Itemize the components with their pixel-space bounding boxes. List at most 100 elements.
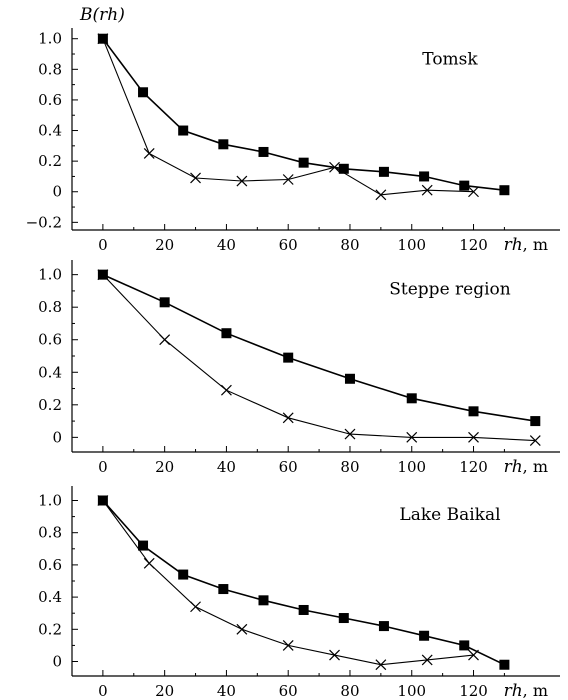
x-tick-label: 40: [217, 458, 236, 476]
panel-3: 1.0 0.8 0.6 0.4 0.2 0 0 20 40 60 80 100 120 rh, m Lake…: [38, 486, 560, 700]
data-point-cross: [468, 186, 479, 198]
data-point-square: [459, 640, 470, 651]
y-tick-label: 0: [52, 183, 62, 201]
x-tick-label: 0: [98, 236, 108, 254]
data-point-square: [344, 373, 355, 384]
y-axis-label: B(rh): [79, 5, 125, 25]
data-point-cross: [329, 649, 340, 661]
panel-title: Lake Baikal: [399, 505, 500, 525]
data-point-square: [419, 630, 430, 641]
data-point-cross: [97, 33, 109, 45]
panel-1: 1.0 0.8 0.6 0.4 0.2 0 −0.2 0 20 40 60 80 100 120 rh, m…: [26, 5, 560, 255]
y-tick-label: −0.2: [26, 213, 62, 231]
x-tick-label: 40: [217, 682, 236, 700]
data-point-cross: [406, 431, 418, 443]
data-point-cross: [282, 412, 294, 424]
x-axis-label-var: rh: [504, 457, 523, 477]
y-tick-label: 0.2: [38, 152, 62, 170]
data-point-cross: [190, 601, 201, 613]
x-tick-label: 120: [459, 236, 488, 254]
data-point-square: [499, 185, 510, 196]
data-point-square: [530, 416, 541, 427]
data-point-square: [419, 171, 430, 182]
data-point-square: [218, 139, 229, 150]
series-line-cross: [102, 38, 474, 196]
data-point-cross: [375, 189, 387, 201]
x-tick-label: 0: [98, 458, 108, 476]
data-point-square: [221, 328, 232, 339]
x-tick-label: 80: [340, 682, 359, 700]
y-tick-label: 0.6: [38, 91, 62, 109]
y-tick-label: 1.0: [38, 491, 62, 509]
y-tick-label: 0.8: [38, 524, 62, 542]
x-axis-label: rh, m: [504, 681, 548, 700]
data-point-cross: [143, 148, 155, 159]
data-point-square: [159, 297, 170, 308]
x-tick-label: 80: [340, 458, 359, 476]
x-tick-label: 20: [155, 458, 174, 476]
data-point-cross: [236, 175, 248, 187]
x-tick-label: 80: [340, 236, 359, 254]
x-tick-label: 60: [279, 458, 298, 476]
x-tick-label: 100: [397, 236, 426, 254]
data-point-square: [178, 125, 189, 136]
x-tick-label: 60: [279, 236, 298, 254]
x-tick-label: 60: [279, 682, 298, 700]
data-point-cross: [421, 654, 433, 666]
data-point-square: [406, 393, 417, 404]
data-point-square: [378, 166, 389, 177]
y-tick-label: 0.4: [38, 122, 62, 140]
x-axis-label-unit: , m: [523, 681, 548, 700]
x-tick-label: 120: [459, 458, 488, 476]
data-point-cross: [468, 431, 479, 443]
data-point-cross: [236, 623, 248, 635]
data-point-cross: [97, 495, 109, 506]
x-axis-label-unit: , m: [523, 457, 548, 476]
data-point-square: [298, 157, 309, 168]
y-tick-label: 0: [52, 428, 62, 446]
data-point-cross: [143, 557, 155, 569]
data-point-cross: [190, 172, 201, 184]
data-point-square: [258, 146, 269, 157]
data-point-cross: [97, 269, 109, 281]
y-tick-label: 0.4: [38, 588, 62, 606]
x-axis-label: rh, m: [504, 457, 548, 477]
x-axis-label: rh, m: [504, 235, 548, 255]
series-line-cross: [102, 274, 536, 442]
x-tick-label: 40: [217, 236, 236, 254]
panel-title: Steppe region: [389, 280, 511, 300]
data-point-square: [283, 352, 294, 363]
y-tick-label: 0.8: [38, 298, 62, 316]
data-point-cross: [468, 649, 479, 661]
y-tick-label: 0.4: [38, 363, 62, 381]
data-point-square: [499, 659, 510, 670]
data-point-square: [338, 163, 349, 174]
y-tick-label: 1.0: [38, 266, 62, 284]
data-point-cross: [375, 659, 387, 671]
data-point-cross: [282, 174, 294, 185]
y-tick-label: 0.8: [38, 60, 62, 78]
x-tick-label: 120: [459, 682, 488, 700]
x-tick-label: 0: [98, 682, 108, 700]
y-tick-label: 0: [52, 653, 62, 671]
x-tick-label: 100: [397, 458, 426, 476]
data-point-cross: [529, 435, 541, 447]
x-axis-label-var: rh: [504, 681, 523, 700]
x-axis-label-unit: , m: [523, 235, 548, 254]
x-axis-label-var: rh: [504, 235, 523, 255]
y-tick-label: 0.2: [38, 396, 62, 414]
y-tick-label: 0.2: [38, 620, 62, 638]
x-tick-label: 100: [397, 682, 426, 700]
data-point-square: [338, 613, 349, 624]
x-tick-label: 20: [155, 236, 174, 254]
x-tick-label: 20: [155, 682, 174, 700]
data-point-square: [178, 569, 189, 580]
data-point-cross: [421, 184, 433, 196]
data-point-square: [138, 87, 149, 98]
y-tick-label: 0.6: [38, 331, 62, 349]
data-point-square: [378, 621, 389, 632]
data-point-cross: [159, 334, 171, 346]
series-line-square: [102, 273, 536, 422]
panel-title: Tomsk: [422, 49, 478, 69]
